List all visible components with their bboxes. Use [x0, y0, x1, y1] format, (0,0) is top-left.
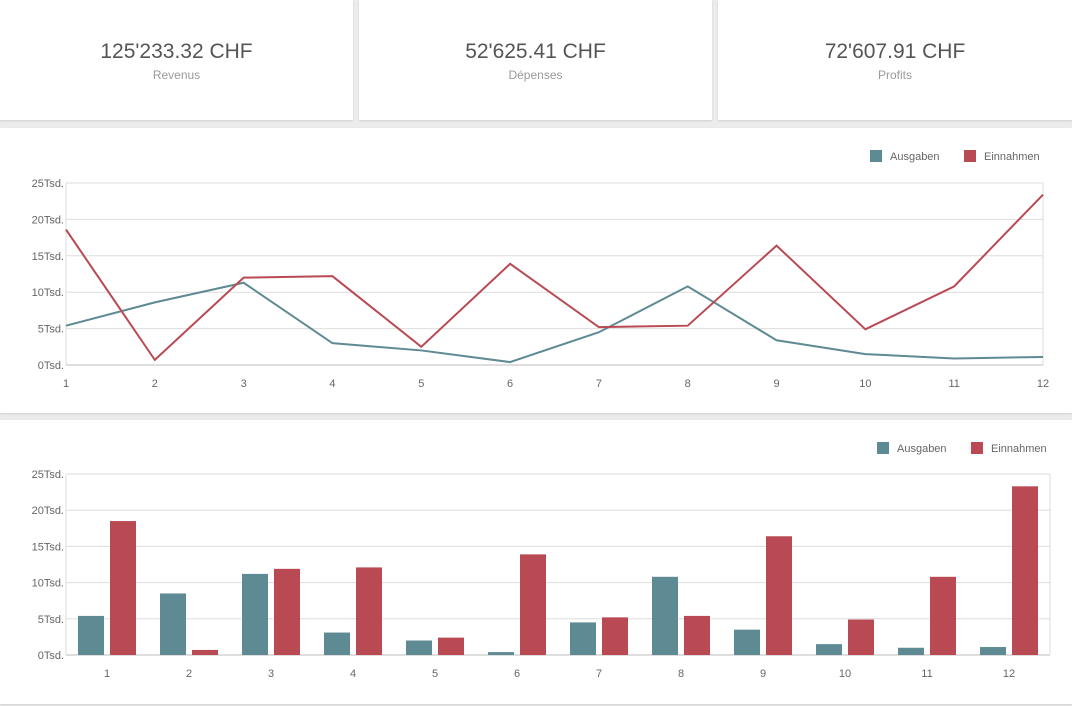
bar-chart-card: 0Tsd. 5Tsd. 10Tsd. 15Tsd. 20Tsd. 25Tsd. Ausgab… [0, 420, 1072, 704]
kpi-label: Profits [877, 68, 912, 82]
x-tick-label: 7 [596, 378, 602, 390]
bar-einnahmen [356, 567, 382, 655]
bar-einnahmen [1012, 486, 1038, 655]
kpi-value: 52'625.41 CHF [465, 40, 606, 63]
bar-einnahmen [848, 619, 874, 655]
y-tick-label: 25Tsd. [32, 469, 64, 481]
x-tick-label: 3 [268, 668, 274, 680]
legend-label: Einnahmen [984, 151, 1040, 163]
x-tick-label: 12 [1037, 378, 1049, 390]
y-tick-label: 0Tsd. [38, 650, 64, 662]
x-tick-label: 8 [685, 378, 691, 390]
bar-ausgaben [324, 632, 350, 655]
bar-einnahmen [274, 568, 300, 655]
bar-einnahmen [438, 637, 464, 655]
x-tick-label: 4 [329, 378, 335, 390]
y-tick-label: 5Tsd. [38, 324, 64, 336]
bar-einnahmen [684, 615, 710, 655]
series-line-ausgaben [65, 281, 1044, 364]
kpi-value: 72'607.91 CHF [824, 40, 966, 63]
bar-ausgaben [816, 644, 842, 655]
x-tick-label: 3 [241, 378, 247, 390]
bar-ausgaben [734, 629, 760, 655]
line-chart: 0Tsd. 5Tsd. 10Tsd. 15Tsd. 20Tsd. 25Tsd. Ausgab… [32, 150, 1049, 390]
bar-ausgaben [652, 576, 678, 655]
bar-ausgaben [980, 647, 1006, 655]
y-tick-label: 15Tsd. [32, 251, 64, 263]
bar-ausgaben [242, 573, 268, 655]
line-chart-card: 0Tsd. 5Tsd. 10Tsd. 15Tsd. 20Tsd. 25Tsd. Ausgab… [0, 128, 1072, 413]
kpi-card-depenses: 52'625.41 CHF Dépenses [359, 0, 712, 120]
legend-swatch [971, 442, 983, 454]
legend-swatch [877, 442, 889, 454]
bar-einnahmen [110, 521, 136, 655]
bar-ausgaben [406, 640, 432, 655]
bar-einnahmen [602, 617, 628, 655]
y-tick-label: 15Tsd. [32, 541, 64, 553]
x-tick-label: 1 [63, 378, 69, 390]
x-tick-label: 2 [152, 378, 158, 390]
kpi-label: Dépenses [508, 68, 563, 82]
y-tick-label: 0Tsd. [38, 360, 64, 372]
kpi-card-profits: 72'607.91 CHF Profits [718, 0, 1072, 120]
x-tick-label: 9 [760, 668, 766, 680]
kpi-label: Revenus [152, 68, 201, 82]
legend-label: Einnahmen [991, 443, 1047, 455]
x-tick-label: 10 [859, 378, 871, 390]
y-tick-label: 25Tsd. [32, 178, 64, 190]
bar-ausgaben [160, 593, 186, 655]
x-tick-label: 7 [596, 668, 602, 680]
x-tick-label: 5 [418, 378, 424, 390]
x-tick-label: 10 [839, 668, 851, 680]
y-tick-label: 5Tsd. [38, 614, 64, 626]
kpi-card-revenus: 125'233.32 CHF Revenus [0, 0, 353, 120]
legend-label: Ausgaben [890, 151, 940, 163]
bar-einnahmen [930, 576, 956, 655]
bar-einnahmen [192, 649, 218, 655]
bar-einnahmen [766, 536, 792, 655]
legend-swatch [964, 150, 976, 162]
bar-einnahmen [520, 554, 546, 655]
bar-ausgaben [570, 622, 596, 655]
x-tick-label: 6 [507, 378, 513, 390]
x-tick-label: 12 [1003, 668, 1015, 680]
x-tick-label: 4 [350, 668, 356, 680]
y-tick-label: 20Tsd. [32, 505, 64, 517]
x-tick-label: 2 [186, 668, 192, 680]
bar-ausgaben [898, 647, 924, 655]
kpi-value: 125'233.32 CHF [100, 40, 253, 63]
x-tick-label: 8 [678, 668, 684, 680]
x-tick-label: 5 [432, 668, 438, 680]
legend-label: Ausgaben [897, 443, 947, 455]
y-tick-label: 10Tsd. [32, 287, 64, 299]
x-tick-label: 6 [514, 668, 520, 680]
x-tick-label: 9 [773, 378, 779, 390]
x-tick-label: 11 [948, 378, 959, 390]
bar-chart: 0Tsd. 5Tsd. 10Tsd. 15Tsd. 20Tsd. 25Tsd. Ausgab… [32, 442, 1051, 680]
y-tick-label: 20Tsd. [32, 214, 64, 226]
bar-ausgaben [78, 615, 104, 655]
legend-swatch [870, 150, 882, 162]
y-tick-label: 10Tsd. [32, 578, 64, 590]
bar-ausgaben [488, 652, 514, 655]
series-line-einnahmen [65, 193, 1044, 362]
x-tick-label: 1 [104, 668, 110, 680]
x-tick-label: 11 [921, 668, 932, 680]
